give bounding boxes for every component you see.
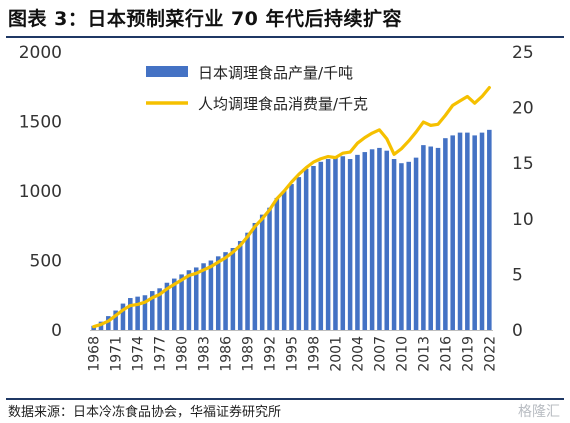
bar-1981 xyxy=(186,270,192,330)
bar-2020 xyxy=(472,135,477,330)
bar-2003 xyxy=(347,159,353,330)
bar-2019 xyxy=(465,132,470,330)
bar-1976 xyxy=(150,291,155,330)
bar-1998 xyxy=(311,165,316,330)
chart-svg: 0 500 1000 1500 2000 0 5 10 15 20 25 1968 1971 1974 19… xyxy=(19,43,534,372)
left-tick-label: 1500 xyxy=(19,113,62,133)
left-tick-label: 0 xyxy=(51,321,62,341)
bar-1978 xyxy=(164,282,170,330)
bar-2006 xyxy=(369,149,375,330)
bar-1994 xyxy=(281,191,287,330)
watermark: 格隆汇 xyxy=(518,404,560,420)
bar-2016 xyxy=(443,138,448,330)
x-tick-label: 2016 xyxy=(438,336,454,372)
figure-title: 图表 3：日本预制菜行业 70 年代后持续扩容 xyxy=(8,8,403,30)
bar-1991 xyxy=(259,214,265,330)
left-tick-label: 1000 xyxy=(19,182,62,202)
bar-2005 xyxy=(362,152,368,330)
bar-2022 xyxy=(487,129,492,330)
x-tick-label: 2013 xyxy=(416,336,432,372)
axes: 0 500 1000 1500 2000 0 5 10 15 20 25 1968 1971 1974 19… xyxy=(19,43,534,372)
x-tick-label: 1986 xyxy=(219,336,235,372)
bar-2001 xyxy=(333,157,338,330)
bar-1983 xyxy=(201,263,206,330)
bar-1979 xyxy=(171,278,177,330)
bar-1973 xyxy=(128,298,133,330)
legend-bar-swatch xyxy=(146,66,188,77)
bar-1982 xyxy=(193,267,199,330)
bar-1974 xyxy=(135,296,140,330)
legend-bar-label: 日本调理食品产量/千吨 xyxy=(198,64,353,82)
x-tick-label: 1992 xyxy=(263,336,279,372)
source-note: 数据来源：日本冷冻食品协会，华福证券研究所 xyxy=(8,405,282,420)
bottom-rule xyxy=(6,398,564,400)
bar-1997 xyxy=(303,168,309,330)
bar-1992 xyxy=(267,207,272,330)
legend-line-label: 人均调理食品消费量/千克 xyxy=(198,95,368,113)
x-tick-label: 2004 xyxy=(350,336,366,372)
consumption-line xyxy=(92,85,491,329)
x-tick-label: 2007 xyxy=(372,336,388,372)
bar-1980 xyxy=(179,274,184,330)
x-tick-label: 1980 xyxy=(175,336,191,372)
left-tick-label: 2000 xyxy=(19,43,62,63)
x-tick-label: 2001 xyxy=(328,336,344,372)
bar-2008 xyxy=(384,150,390,330)
bar-1986 xyxy=(223,252,228,330)
bar-1988 xyxy=(237,241,243,330)
left-tick-label: 500 xyxy=(30,252,62,272)
x-tick-label: 2019 xyxy=(460,336,476,372)
bar-1995 xyxy=(289,184,294,330)
right-tick-label: 20 xyxy=(512,99,534,119)
bar-1975 xyxy=(142,295,148,330)
x-tick-label: 1977 xyxy=(153,336,169,372)
bar-1990 xyxy=(252,222,258,330)
bar-1999 xyxy=(318,161,324,330)
x-tick-label: 2022 xyxy=(482,336,498,372)
right-tick-label: 10 xyxy=(512,210,534,230)
bar-1987 xyxy=(230,247,236,330)
bar-1977 xyxy=(157,288,162,330)
bar-1993 xyxy=(274,197,280,330)
bar-2004 xyxy=(355,154,360,330)
bar-1989 xyxy=(245,232,250,330)
right-tick-label: 15 xyxy=(512,154,534,174)
bar-2002 xyxy=(340,156,346,330)
bar-2011 xyxy=(406,161,411,330)
bar-1972 xyxy=(120,303,126,330)
x-tick-label: 1971 xyxy=(109,336,125,372)
x-tick-label: 1989 xyxy=(241,336,257,372)
x-tick-label: 1968 xyxy=(87,336,103,372)
right-tick-label: 25 xyxy=(512,43,534,63)
bar-2013 xyxy=(421,145,426,330)
x-tick-label: 1983 xyxy=(197,336,213,372)
bar-2009 xyxy=(391,159,397,330)
bar-2015 xyxy=(435,147,441,330)
bar-1971 xyxy=(113,310,118,330)
x-tick-label: 1974 xyxy=(131,336,147,372)
bar-2018 xyxy=(457,132,463,330)
bar-1970 xyxy=(106,316,111,330)
right-tick-label: 0 xyxy=(512,321,523,341)
bar-2007 xyxy=(377,147,382,330)
x-tick-label: 1998 xyxy=(306,336,322,372)
bar-1984 xyxy=(208,260,214,330)
bar-2010 xyxy=(399,163,404,330)
top-rule xyxy=(6,36,564,38)
bar-1985 xyxy=(215,256,221,330)
bar-2012 xyxy=(413,157,419,330)
right-tick-label: 5 xyxy=(512,265,523,285)
x-tick-label: 2010 xyxy=(394,336,410,372)
bar-2000 xyxy=(325,159,331,330)
bar-2014 xyxy=(428,146,433,330)
bar-2017 xyxy=(450,135,455,330)
bar-series xyxy=(91,129,492,330)
x-tick-label: 1995 xyxy=(285,336,301,372)
bar-2021 xyxy=(479,132,485,330)
bar-1996 xyxy=(296,177,302,330)
line-series xyxy=(92,85,491,329)
